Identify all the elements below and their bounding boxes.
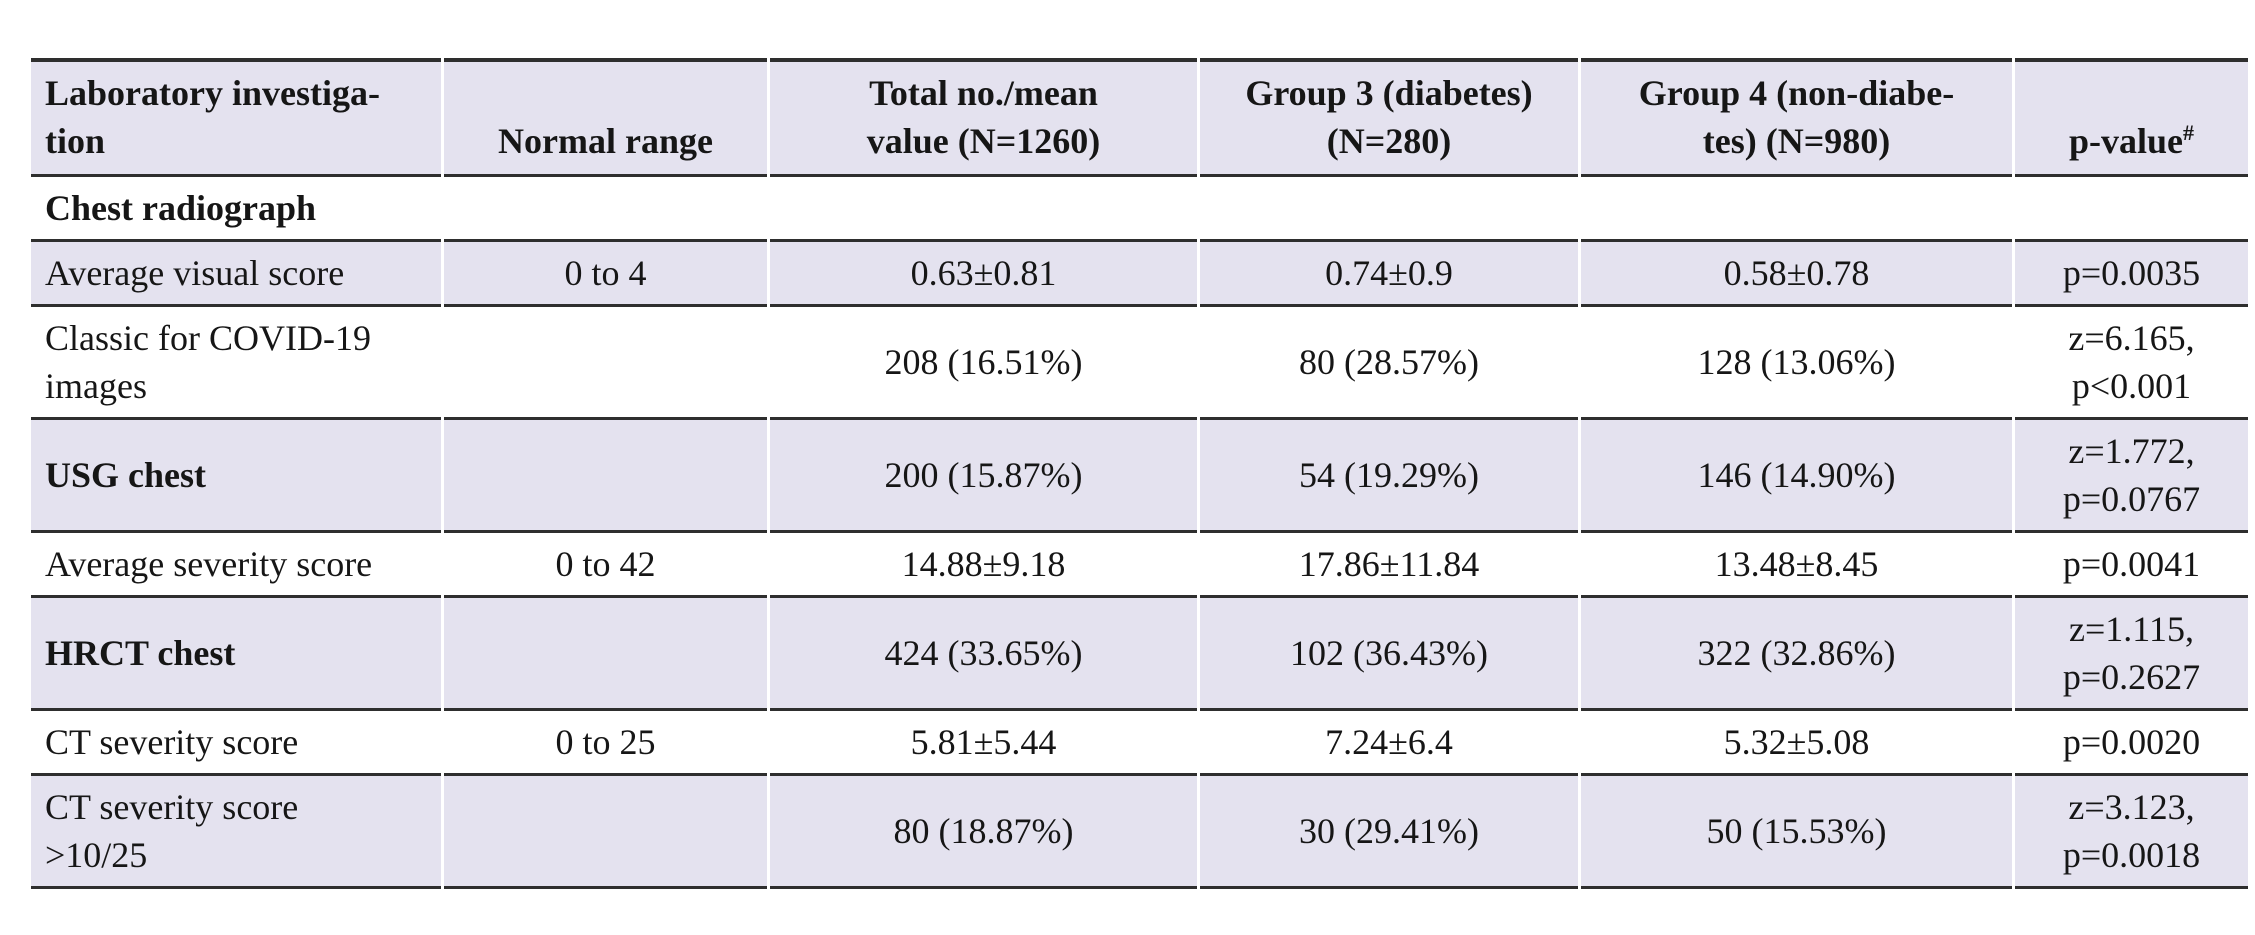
cell-total <box>770 177 1197 242</box>
table-row: CT severity score >10/25 80 (18.87%) 30 (2… <box>31 776 2248 889</box>
cell-label: CT severity score <box>31 711 441 776</box>
cell-normal-range: 0 to 25 <box>444 711 767 776</box>
cell-p-value <box>2015 177 2248 242</box>
cell-normal-range <box>444 420 767 533</box>
cell-group3: 7.24±6.4 <box>1200 711 1578 776</box>
cell-group4: 0.58±0.78 <box>1581 242 2012 307</box>
lab-investigations-table: Laboratory investiga- tion Normal range … <box>28 58 2251 889</box>
cell-label: Chest radiograph <box>31 177 441 242</box>
table-body: Chest radiograph Average visual score 0 to… <box>31 177 2248 889</box>
cell-normal-range <box>444 177 767 242</box>
cell-p-value: z=1.772, p=0.0767 <box>2015 420 2248 533</box>
cell-group4: 5.32±5.08 <box>1581 711 2012 776</box>
table-row: USG chest 200 (15.87%) 54 (19.29%) 146 (14.… <box>31 420 2248 533</box>
cell-label: USG chest <box>31 420 441 533</box>
cell-total: 0.63±0.81 <box>770 242 1197 307</box>
header-total-mean-value: Total no./mean value (N=1260) <box>770 58 1197 177</box>
header-row: Laboratory investiga- tion Normal range … <box>31 58 2248 177</box>
header-group3-diabetes: Group 3 (diabetes) (N=280) <box>1200 58 1578 177</box>
cell-group3: 30 (29.41%) <box>1200 776 1578 889</box>
table-row: HRCT chest 424 (33.65%) 102 (36.43%) 322 (3… <box>31 598 2248 711</box>
cell-group4: 146 (14.90%) <box>1581 420 2012 533</box>
table-row: Average visual score 0 to 4 0.63±0.81 0.74±… <box>31 242 2248 307</box>
table-row: Average severity score 0 to 42 14.88±9.18 1… <box>31 533 2248 598</box>
cell-p-value: z=1.115, p=0.2627 <box>2015 598 2248 711</box>
cell-group3 <box>1200 177 1578 242</box>
cell-total: 200 (15.87%) <box>770 420 1197 533</box>
cell-group4 <box>1581 177 2012 242</box>
cell-total: 424 (33.65%) <box>770 598 1197 711</box>
cell-total: 5.81±5.44 <box>770 711 1197 776</box>
cell-total: 80 (18.87%) <box>770 776 1197 889</box>
cell-group3: 102 (36.43%) <box>1200 598 1578 711</box>
cell-total: 208 (16.51%) <box>770 307 1197 420</box>
cell-p-value: z=3.123, p=0.0018 <box>2015 776 2248 889</box>
cell-group4: 128 (13.06%) <box>1581 307 2012 420</box>
cell-label: Average visual score <box>31 242 441 307</box>
cell-group4: 50 (15.53%) <box>1581 776 2012 889</box>
cell-normal-range <box>444 307 767 420</box>
cell-group3: 0.74±0.9 <box>1200 242 1578 307</box>
cell-group4: 322 (32.86%) <box>1581 598 2012 711</box>
cell-label: Classic for COVID-19 images <box>31 307 441 420</box>
cell-label: Average severity score <box>31 533 441 598</box>
cell-normal-range: 0 to 42 <box>444 533 767 598</box>
table-row: Classic for COVID-19 images 208 (16.51%) 8… <box>31 307 2248 420</box>
cell-group3: 17.86±11.84 <box>1200 533 1578 598</box>
header-p-value: p-value# <box>2015 58 2248 177</box>
p-value-footnote-marker-icon: # <box>2183 120 2194 145</box>
cell-group3: 80 (28.57%) <box>1200 307 1578 420</box>
cell-label: CT severity score >10/25 <box>31 776 441 889</box>
cell-normal-range: 0 to 4 <box>444 242 767 307</box>
cell-p-value: p=0.0041 <box>2015 533 2248 598</box>
header-laboratory-investigation: Laboratory investiga- tion <box>31 58 441 177</box>
cell-group4: 13.48±8.45 <box>1581 533 2012 598</box>
header-normal-range: Normal range <box>444 58 767 177</box>
cell-group3: 54 (19.29%) <box>1200 420 1578 533</box>
header-group4-non-diabetes: Group 4 (non-diabe- tes) (N=980) <box>1581 58 2012 177</box>
table-row: Chest radiograph <box>31 177 2248 242</box>
cell-p-value: z=6.165, p<0.001 <box>2015 307 2248 420</box>
table-header: Laboratory investiga- tion Normal range … <box>31 58 2248 177</box>
cell-normal-range <box>444 776 767 889</box>
table-row: CT severity score 0 to 25 5.81±5.44 7.24±6.… <box>31 711 2248 776</box>
cell-normal-range <box>444 598 767 711</box>
header-p-value-text: p-value <box>2068 121 2183 161</box>
cell-label: HRCT chest <box>31 598 441 711</box>
cell-p-value: p=0.0020 <box>2015 711 2248 776</box>
cell-p-value: p=0.0035 <box>2015 242 2248 307</box>
cell-total: 14.88±9.18 <box>770 533 1197 598</box>
